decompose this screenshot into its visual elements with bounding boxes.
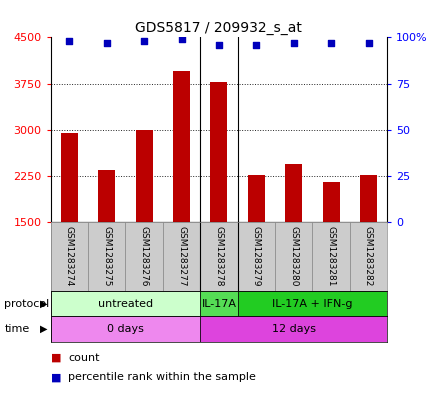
Text: GSM1283279: GSM1283279: [252, 226, 261, 286]
Text: ■: ■: [51, 353, 61, 363]
Bar: [238, 222, 275, 291]
Bar: [200, 316, 387, 342]
Bar: [210, 82, 227, 222]
Text: GSM1283282: GSM1283282: [364, 226, 373, 286]
Bar: [360, 174, 377, 222]
Point: [290, 40, 297, 46]
Text: GSM1283276: GSM1283276: [139, 226, 149, 286]
Text: time: time: [4, 324, 29, 334]
Text: 12 days: 12 days: [271, 324, 315, 334]
Bar: [200, 222, 238, 291]
Bar: [136, 130, 153, 222]
Bar: [200, 291, 238, 316]
Text: GSM1283277: GSM1283277: [177, 226, 186, 286]
Text: IL-17A + IFN-g: IL-17A + IFN-g: [272, 299, 352, 309]
Text: ▶: ▶: [40, 324, 47, 334]
Bar: [51, 291, 200, 316]
Bar: [51, 316, 200, 342]
Bar: [248, 174, 265, 222]
Bar: [323, 182, 340, 222]
Bar: [312, 222, 350, 291]
Text: IL-17A: IL-17A: [202, 299, 236, 309]
Text: ■: ■: [51, 372, 61, 382]
Bar: [98, 170, 115, 222]
Text: percentile rank within the sample: percentile rank within the sample: [68, 372, 256, 382]
Text: GSM1283280: GSM1283280: [289, 226, 298, 286]
Bar: [285, 163, 302, 222]
Bar: [350, 222, 387, 291]
Text: GSM1283275: GSM1283275: [102, 226, 111, 286]
Text: GSM1283281: GSM1283281: [326, 226, 336, 286]
Bar: [173, 71, 190, 222]
Bar: [238, 291, 387, 316]
Text: GSM1283274: GSM1283274: [65, 226, 74, 286]
Text: count: count: [68, 353, 100, 363]
Text: protocol: protocol: [4, 299, 50, 309]
Point: [178, 36, 185, 42]
Point: [141, 38, 148, 44]
Title: GDS5817 / 209932_s_at: GDS5817 / 209932_s_at: [136, 21, 302, 35]
Text: GSM1283278: GSM1283278: [214, 226, 224, 286]
Bar: [51, 222, 88, 291]
Bar: [275, 222, 312, 291]
Text: 0 days: 0 days: [107, 324, 144, 334]
Point: [365, 40, 372, 46]
Bar: [125, 222, 163, 291]
Bar: [88, 222, 125, 291]
Point: [327, 40, 335, 46]
Point: [216, 42, 223, 48]
Point: [103, 40, 110, 46]
Text: untreated: untreated: [98, 299, 153, 309]
Point: [66, 38, 73, 44]
Bar: [61, 133, 78, 222]
Point: [253, 42, 260, 48]
Bar: [163, 222, 200, 291]
Text: ▶: ▶: [40, 299, 47, 309]
